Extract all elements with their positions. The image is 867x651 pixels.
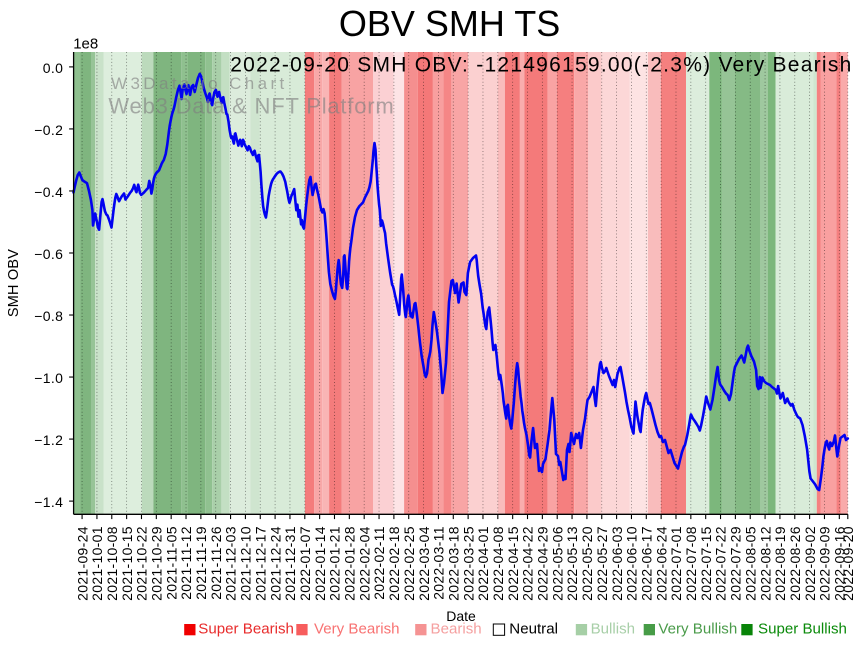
svg-text:2021-10-29: 2021-10-29 <box>149 526 165 601</box>
svg-text:−1.0: −1.0 <box>34 370 63 386</box>
svg-text:2022-08-05: 2022-08-05 <box>742 526 758 601</box>
svg-text:2021-12-24: 2021-12-24 <box>267 526 283 601</box>
svg-text:−1.2: −1.2 <box>34 432 63 448</box>
svg-text:2022-09-16: 2022-09-16 <box>832 526 848 601</box>
svg-text:2022-04-22: 2022-04-22 <box>520 526 536 601</box>
svg-text:2022-07-01: 2022-07-01 <box>668 526 684 601</box>
svg-text:2022-04-01: 2022-04-01 <box>475 526 491 601</box>
svg-text:Date: Date <box>446 608 476 624</box>
svg-text:2022-02-18: 2022-02-18 <box>386 526 402 601</box>
svg-text:2021-12-03: 2021-12-03 <box>223 526 239 601</box>
svg-text:2021-11-26: 2021-11-26 <box>208 526 224 600</box>
svg-text:2022-02-11: 2022-02-11 <box>371 526 387 600</box>
svg-text:2022-09-09: 2022-09-09 <box>817 526 833 601</box>
svg-text:2022-07-22: 2022-07-22 <box>713 526 729 601</box>
svg-text:Bearish: Bearish <box>431 621 482 638</box>
svg-text:2021-10-08: 2021-10-08 <box>104 526 120 601</box>
svg-text:2022-09-20: 2022-09-20 <box>840 526 856 601</box>
svg-text:W3Data.io Chart: W3Data.io Chart <box>111 74 288 93</box>
svg-text:2021-11-12: 2021-11-12 <box>178 526 194 600</box>
svg-text:2021-09-24: 2021-09-24 <box>74 526 90 601</box>
svg-text:2021-11-05: 2021-11-05 <box>163 526 179 600</box>
svg-text:2022-09-20 SMH OBV: -121496159: 2022-09-20 SMH OBV: -121496159.00(-2.3%)… <box>230 54 852 77</box>
svg-text:2022-06-10: 2022-06-10 <box>624 526 640 601</box>
svg-text:2022-07-29: 2022-07-29 <box>728 526 744 601</box>
svg-text:Very Bullish: Very Bullish <box>658 621 737 638</box>
svg-text:Very Bearish: Very Bearish <box>314 621 400 638</box>
svg-text:−0.8: −0.8 <box>34 308 63 324</box>
svg-text:2022-05-27: 2022-05-27 <box>594 526 610 601</box>
svg-text:2022-06-17: 2022-06-17 <box>639 526 655 601</box>
svg-text:2022-08-26: 2022-08-26 <box>787 526 803 601</box>
svg-text:Super Bullish: Super Bullish <box>758 621 847 638</box>
svg-text:0.0: 0.0 <box>43 60 64 76</box>
svg-text:2022-01-07: 2022-01-07 <box>297 526 313 601</box>
svg-text:2022-01-14: 2022-01-14 <box>312 526 328 601</box>
svg-text:2022-02-04: 2022-02-04 <box>356 526 372 601</box>
svg-text:Bullish: Bullish <box>591 621 635 638</box>
svg-text:Super Bearish: Super Bearish <box>198 621 294 638</box>
svg-text:2022-05-06: 2022-05-06 <box>549 526 565 601</box>
svg-text:2022-04-29: 2022-04-29 <box>535 526 551 601</box>
svg-text:2021-10-22: 2021-10-22 <box>134 526 150 601</box>
svg-text:1e8: 1e8 <box>73 36 98 53</box>
svg-text:2021-12-17: 2021-12-17 <box>252 526 268 601</box>
svg-text:2022-02-25: 2022-02-25 <box>401 526 417 601</box>
svg-text:2021-11-19: 2021-11-19 <box>193 526 209 600</box>
svg-text:2021-12-31: 2021-12-31 <box>282 526 298 601</box>
svg-text:2022-07-08: 2022-07-08 <box>683 526 699 601</box>
svg-text:2022-01-28: 2022-01-28 <box>342 526 358 601</box>
svg-text:OBV SMH TS: OBV SMH TS <box>339 3 560 44</box>
svg-text:2022-06-24: 2022-06-24 <box>653 526 669 601</box>
svg-text:2022-07-15: 2022-07-15 <box>698 526 714 601</box>
svg-text:2022-09-02: 2022-09-02 <box>802 526 818 601</box>
svg-text:2022-03-04: 2022-03-04 <box>416 526 432 601</box>
svg-text:2022-03-11: 2022-03-11 <box>431 526 447 600</box>
svg-text:−0.6: −0.6 <box>34 246 63 262</box>
svg-text:2022-08-19: 2022-08-19 <box>772 526 788 601</box>
svg-text:2022-05-13: 2022-05-13 <box>564 526 580 601</box>
svg-text:2022-03-25: 2022-03-25 <box>460 526 476 601</box>
svg-text:2022-05-20: 2022-05-20 <box>579 526 595 601</box>
svg-text:2022-04-15: 2022-04-15 <box>505 526 521 601</box>
svg-text:−1.4: −1.4 <box>34 494 63 510</box>
svg-text:2021-12-10: 2021-12-10 <box>238 526 254 601</box>
svg-text:2021-10-15: 2021-10-15 <box>119 526 135 601</box>
svg-text:2021-10-01: 2021-10-01 <box>89 526 105 601</box>
svg-text:2022-04-08: 2022-04-08 <box>490 526 506 601</box>
svg-text:2022-01-21: 2022-01-21 <box>327 526 343 601</box>
svg-text:Neutral: Neutral <box>509 621 558 638</box>
svg-text:2022-03-18: 2022-03-18 <box>445 526 461 601</box>
svg-text:−0.2: −0.2 <box>34 122 63 138</box>
svg-text:SMH OBV: SMH OBV <box>6 249 22 317</box>
svg-text:2022-06-03: 2022-06-03 <box>609 526 625 601</box>
svg-text:−0.4: −0.4 <box>34 184 63 200</box>
svg-text:2022-08-12: 2022-08-12 <box>757 526 773 601</box>
svg-text:Web3 Data & NFT Platform: Web3 Data & NFT Platform <box>108 94 394 119</box>
